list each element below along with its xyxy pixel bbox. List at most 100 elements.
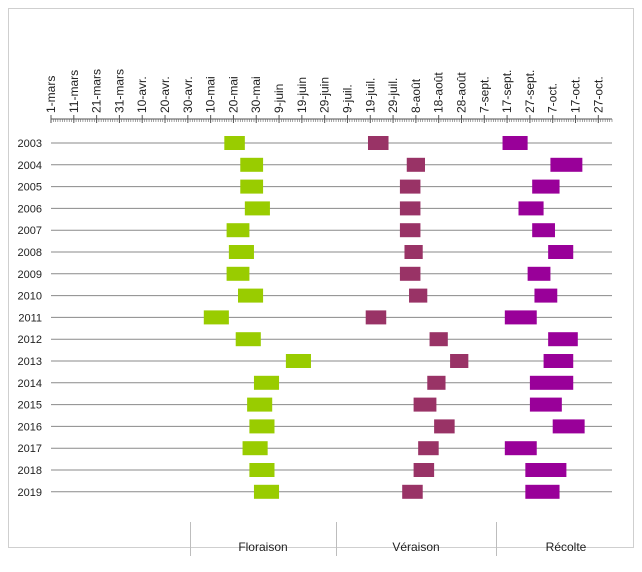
x-tick-label: 17-sept.	[500, 70, 514, 113]
bar-recolte	[548, 332, 578, 347]
bar-floraison	[224, 136, 245, 150]
bar-floraison	[235, 332, 261, 347]
chart-frame	[8, 8, 634, 548]
x-tick-label: 9-juil.	[340, 84, 354, 113]
bar-veraison	[429, 332, 448, 347]
y-tick-label: 2012	[18, 334, 42, 346]
legend-recolte: Récolte	[545, 540, 587, 554]
bar-floraison	[285, 354, 311, 368]
y-tick-label: 2009	[18, 269, 42, 281]
bar-recolte	[502, 136, 528, 150]
bar-floraison	[253, 375, 280, 390]
x-tick-label: 7-sept.	[477, 76, 491, 113]
bar-recolte	[534, 288, 558, 303]
x-tick-label: 31-mars	[112, 69, 126, 113]
bar-floraison	[238, 288, 264, 303]
legend-separator	[496, 522, 497, 556]
y-tick-label: 2004	[18, 160, 42, 172]
x-tick-label: 19-juil.	[363, 78, 377, 113]
y-tick-label: 2008	[18, 247, 42, 259]
x-tick-label: 29-juin	[318, 77, 332, 113]
x-tick-label: 7-oct.	[546, 83, 560, 113]
x-tick-label: 20-mai	[226, 76, 240, 113]
legend-separator	[336, 522, 337, 556]
bar-veraison	[399, 179, 421, 194]
bar-floraison	[247, 397, 273, 412]
y-tick-label: 2017	[18, 443, 42, 455]
bar-recolte	[543, 354, 574, 368]
y-tick-label: 2018	[18, 465, 42, 477]
bar-veraison	[413, 463, 435, 477]
phenology-chart: 1-mars 11-mars 21-mars 31-mars 10-avr. 20-avr…	[18, 69, 613, 499]
x-tick-label: 9-juin	[272, 84, 286, 113]
bar-veraison	[406, 157, 425, 172]
x-tick-label: 17-oct.	[569, 76, 583, 113]
bar-veraison	[427, 375, 446, 390]
legend: Floraison Véraison Récolte	[190, 522, 636, 556]
bar-floraison	[240, 179, 264, 194]
bar-floraison	[249, 463, 275, 477]
y-tick-label: 2016	[18, 421, 42, 433]
y-tick-label: 2006	[18, 203, 42, 215]
y-tick-label: 2005	[18, 182, 42, 194]
y-tick-label: 2010	[18, 291, 42, 303]
x-tick-label: 20-avr.	[158, 76, 172, 113]
y-tick-label: 2011	[18, 312, 42, 324]
bar-veraison	[399, 201, 421, 216]
y-tick-label: 2007	[18, 225, 42, 237]
x-tick-label: 30-avr.	[181, 76, 195, 113]
x-tick-label: 18-août	[432, 72, 446, 113]
bar-veraison	[404, 245, 423, 259]
x-tick-label: 28-août	[454, 72, 468, 113]
bar-veraison	[434, 419, 455, 434]
x-tick-label: 30-mai	[249, 76, 263, 113]
bar-veraison	[413, 397, 437, 412]
bar-floraison	[226, 266, 250, 281]
bar-floraison	[249, 419, 275, 434]
bar-recolte	[518, 201, 544, 216]
bar-recolte	[504, 441, 537, 456]
bar-veraison	[409, 288, 428, 303]
bar-veraison	[399, 223, 421, 238]
bar-recolte	[527, 266, 551, 281]
x-tick-label: 8-août	[409, 78, 423, 113]
bar-veraison	[365, 310, 387, 325]
legend-floraison: Floraison	[238, 540, 288, 554]
x-tick-label: 11-mars	[67, 70, 81, 113]
bar-floraison	[240, 157, 264, 172]
bar-recolte	[529, 375, 574, 390]
bar-recolte	[525, 484, 560, 499]
y-tick-label: 2003	[18, 138, 42, 150]
x-tick-label: 21-mars	[90, 69, 104, 113]
y-tick-label: 2019	[18, 487, 42, 499]
bar-recolte	[529, 397, 562, 412]
y-tick-label: 2015	[18, 400, 42, 412]
bar-floraison	[253, 484, 280, 499]
bar-floraison	[242, 441, 268, 456]
x-tick-label: 19-juin	[295, 77, 309, 113]
x-tick-label: 29-juil.	[386, 78, 400, 113]
bar-recolte	[532, 223, 555, 238]
bar-recolte	[548, 245, 574, 259]
bar-recolte	[525, 463, 567, 477]
y-tick-label: 2013	[18, 356, 42, 368]
bar-veraison	[399, 266, 421, 281]
bar-floraison	[244, 201, 270, 216]
legend-veraison: Véraison	[392, 540, 440, 554]
bar-veraison	[450, 354, 469, 368]
bar-recolte	[532, 179, 560, 194]
bar-veraison	[367, 136, 389, 150]
bar-floraison	[228, 245, 254, 259]
x-tick-label: 27-oct.	[591, 76, 605, 113]
x-tick-label: 27-sept.	[523, 70, 537, 113]
bar-recolte	[504, 310, 537, 325]
legend-separator	[190, 522, 191, 556]
x-tick-label: 1-mars	[44, 76, 58, 113]
y-tick-label: 2014	[18, 378, 42, 390]
bar-recolte	[550, 157, 583, 172]
bar-recolte	[552, 419, 585, 434]
x-tick-label: 10-avr.	[135, 76, 149, 113]
bar-floraison	[226, 223, 250, 238]
bar-veraison	[402, 484, 423, 499]
x-tick-label: 10-mai	[204, 76, 218, 113]
